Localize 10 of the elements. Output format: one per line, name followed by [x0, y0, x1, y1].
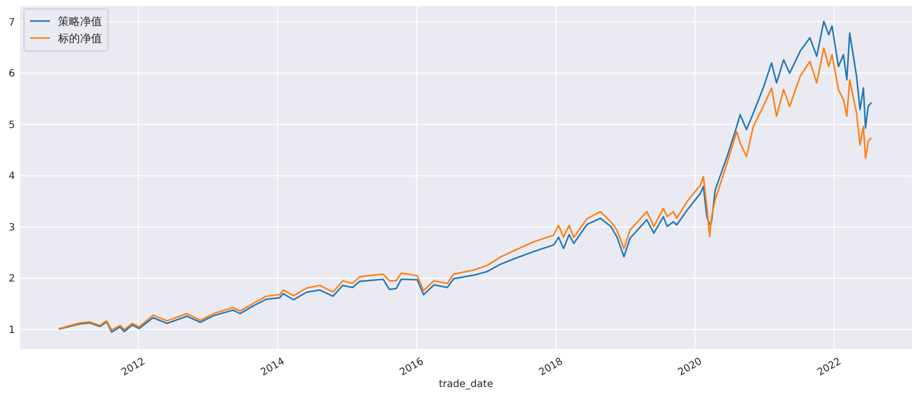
- y-tick-label: 2: [8, 274, 15, 285]
- y-tick-label: 4: [8, 171, 15, 182]
- legend-label: 策略净值: [58, 14, 102, 28]
- y-tick-label: 1: [8, 325, 15, 336]
- x-axis-title: trade_date: [438, 379, 494, 390]
- y-tick-label: 7: [8, 17, 15, 28]
- legend-label: 标的净值: [57, 32, 102, 45]
- y-tick-label: 6: [8, 68, 15, 80]
- y-tick-label: 5: [8, 120, 15, 131]
- y-tick-label: 3: [8, 222, 15, 234]
